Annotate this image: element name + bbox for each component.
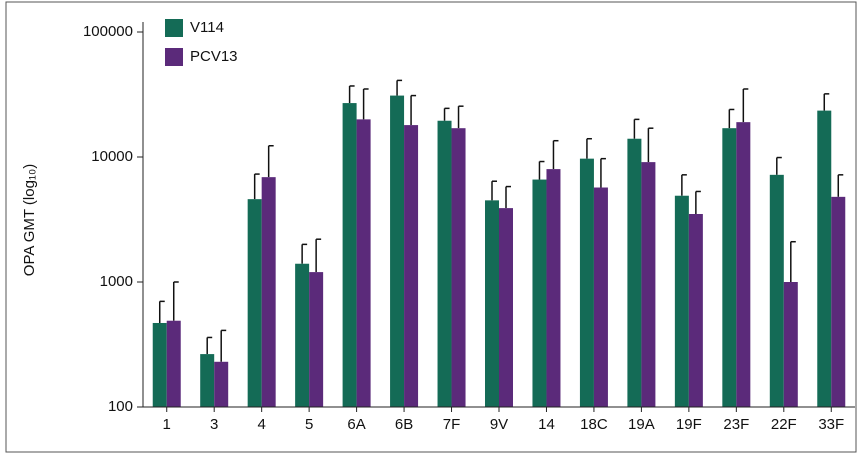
x-tick-label: 23F: [723, 416, 749, 433]
bar: [688, 213, 703, 407]
legend-label: V114: [190, 19, 224, 36]
bar: [166, 320, 181, 407]
x-tick-label: 4: [257, 416, 265, 433]
bar: [404, 125, 419, 407]
bar: [356, 119, 371, 408]
y-tick-label: 100000: [83, 23, 133, 40]
legend-swatch: [165, 48, 183, 66]
bar: [295, 263, 310, 407]
x-tick-label: 7F: [443, 416, 461, 433]
x-tick-label: 18C: [580, 416, 608, 433]
x-tick-label: 22F: [771, 416, 797, 433]
bar: [309, 272, 324, 407]
bar: [499, 208, 513, 407]
bar: [674, 195, 689, 407]
bar: [579, 158, 594, 407]
x-tick-label: 14: [538, 416, 555, 433]
y-axis-label: OPA GMT (log₁₀): [21, 164, 38, 276]
y-tick-label: 10000: [91, 148, 133, 165]
x-tick-label: 6B: [395, 416, 413, 433]
bar: [831, 196, 846, 407]
bar: [247, 199, 262, 407]
x-tick-label: 6A: [347, 416, 365, 433]
bar: [390, 95, 405, 408]
bar: [593, 187, 608, 407]
bar: [769, 174, 784, 407]
x-tick-label: 9V: [490, 416, 508, 433]
bar: [200, 354, 215, 407]
bar: [627, 138, 642, 407]
bar: [722, 128, 737, 407]
bar: [437, 120, 452, 408]
bar: [546, 169, 561, 407]
x-tick-label: 3: [210, 416, 218, 433]
bar: [641, 162, 656, 407]
x-tick-label: 19A: [628, 416, 655, 433]
bar: [214, 361, 229, 407]
x-tick-label: 33F: [818, 416, 844, 433]
bar: [342, 103, 357, 407]
frame: [5, 1, 857, 453]
y-tick-label: 100: [108, 398, 133, 415]
bar: [532, 179, 547, 407]
bar: [261, 177, 276, 407]
bar: [817, 110, 832, 407]
legend-swatch: [165, 19, 183, 37]
bar: [451, 128, 466, 407]
x-tick-label: 1: [163, 416, 171, 433]
bar: [152, 322, 167, 407]
bar: [783, 282, 798, 407]
x-tick-label: 5: [305, 416, 313, 433]
legend-label: PCV13: [190, 48, 238, 65]
bar: [736, 122, 751, 408]
y-tick-label: 1000: [100, 273, 133, 290]
x-tick-label: 19F: [676, 416, 702, 433]
bar: [485, 200, 499, 407]
